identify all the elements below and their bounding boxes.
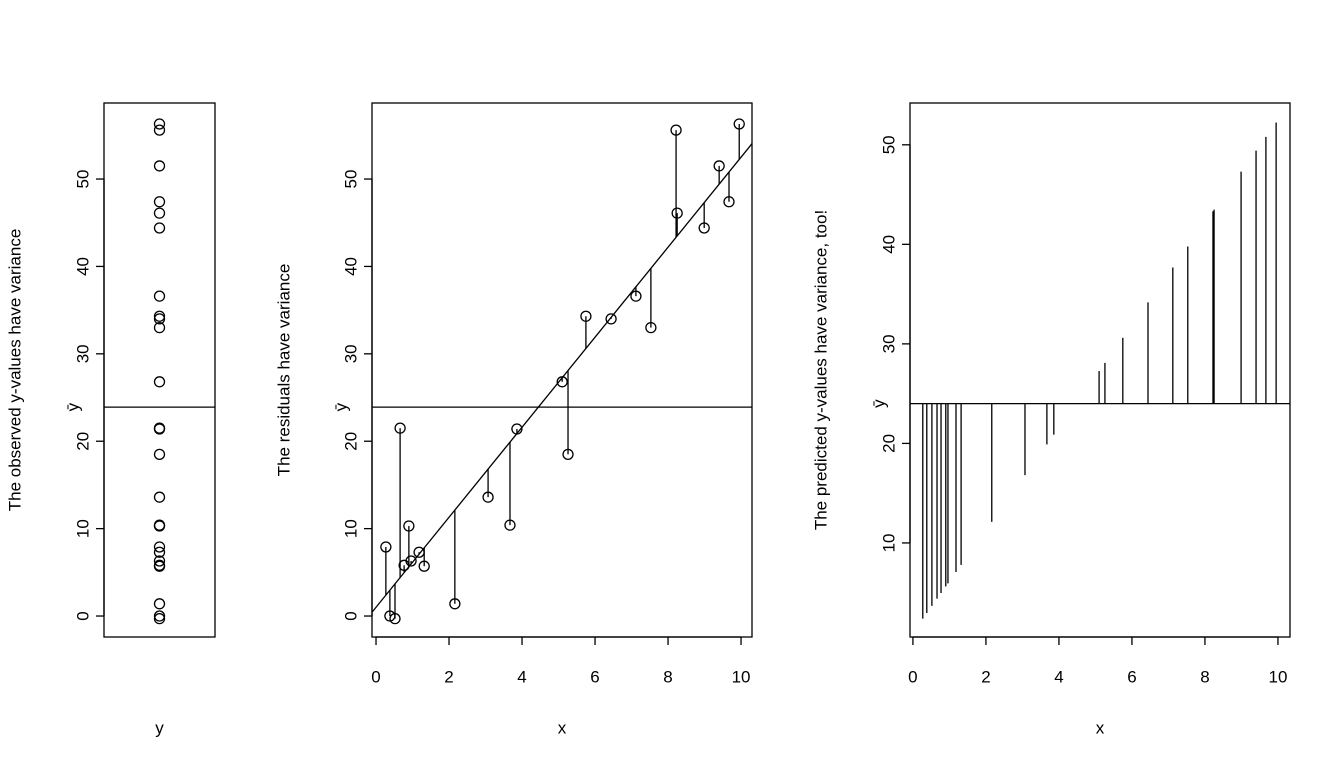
point	[153, 448, 166, 460]
point	[153, 124, 166, 136]
y-axis-label: The observed y-values have variance	[5, 229, 24, 512]
y-axis-label: The predicted y-values have variance, to…	[811, 210, 830, 530]
x-tick-label: 6	[1127, 667, 1136, 686]
y-tick-label: 20	[73, 432, 92, 451]
y-tick-label: 50	[879, 135, 898, 154]
point	[556, 376, 568, 388]
x-tick-label: 10	[1268, 667, 1287, 686]
y-tick-label: 50	[73, 170, 92, 189]
hline-label: ȳ	[63, 402, 82, 411]
point	[153, 519, 166, 531]
y-tick-label: 0	[341, 611, 360, 620]
y-tick-label: 10	[341, 519, 360, 538]
point	[153, 612, 166, 625]
x-tick-label: 4	[517, 667, 526, 686]
x-tick-label: 2	[444, 667, 453, 686]
point	[153, 546, 166, 558]
x-tick-label: 10	[732, 667, 751, 686]
x-tick-label: 8	[1200, 667, 1209, 686]
point	[723, 196, 735, 208]
x-axis-label: x	[558, 718, 567, 737]
point	[671, 207, 683, 219]
point	[153, 598, 166, 610]
point	[153, 196, 166, 208]
point	[153, 313, 166, 325]
point	[153, 222, 166, 234]
point	[562, 448, 574, 460]
hline-label: ȳ	[869, 399, 888, 408]
y-tick-label: 0	[73, 611, 92, 620]
y-axis-label: The residuals have variance	[274, 264, 293, 477]
point	[670, 124, 682, 136]
x-tick-label: 2	[981, 667, 990, 686]
point	[713, 160, 725, 172]
point	[153, 560, 166, 572]
point	[504, 519, 516, 531]
point	[153, 555, 166, 567]
plot-box	[371, 102, 753, 638]
point	[482, 491, 494, 503]
point	[394, 422, 406, 434]
point	[605, 313, 617, 325]
y-tick-label: 30	[73, 344, 92, 363]
y-tick-label: 10	[879, 533, 898, 552]
point	[153, 290, 166, 302]
point	[153, 207, 166, 219]
point	[153, 376, 166, 388]
y-tick-label: 40	[879, 235, 898, 254]
y-tick-label: 30	[879, 334, 898, 353]
point	[630, 290, 642, 302]
y-tick-label: 20	[341, 432, 360, 451]
point	[153, 321, 166, 334]
point	[449, 598, 461, 610]
point	[153, 423, 166, 435]
x-tick-label: 6	[590, 667, 599, 686]
point	[153, 160, 166, 172]
point	[380, 541, 392, 553]
point	[698, 222, 710, 234]
y-tick-label: 10	[73, 519, 92, 538]
point	[153, 541, 166, 553]
point	[389, 612, 401, 625]
x-tick-label: 0	[908, 667, 917, 686]
point	[580, 310, 592, 322]
y-tick-label: 40	[341, 257, 360, 276]
point	[153, 118, 166, 130]
point	[645, 321, 657, 334]
hline-label: ȳ	[331, 402, 350, 411]
point	[418, 560, 430, 572]
point	[153, 491, 166, 503]
y-tick-label: 20	[879, 434, 898, 453]
x-axis-label: x	[1096, 718, 1105, 737]
point	[733, 118, 745, 130]
x-tick-label: 0	[371, 667, 380, 686]
x-axis-label: y	[155, 718, 164, 737]
x-tick-label: 4	[1054, 667, 1063, 686]
point	[403, 520, 415, 532]
plot-box	[909, 102, 1291, 638]
y-tick-label: 30	[341, 344, 360, 363]
x-tick-label: 8	[663, 667, 672, 686]
y-tick-label: 50	[341, 170, 360, 189]
point	[405, 555, 417, 567]
y-tick-label: 40	[73, 257, 92, 276]
point	[511, 423, 523, 435]
